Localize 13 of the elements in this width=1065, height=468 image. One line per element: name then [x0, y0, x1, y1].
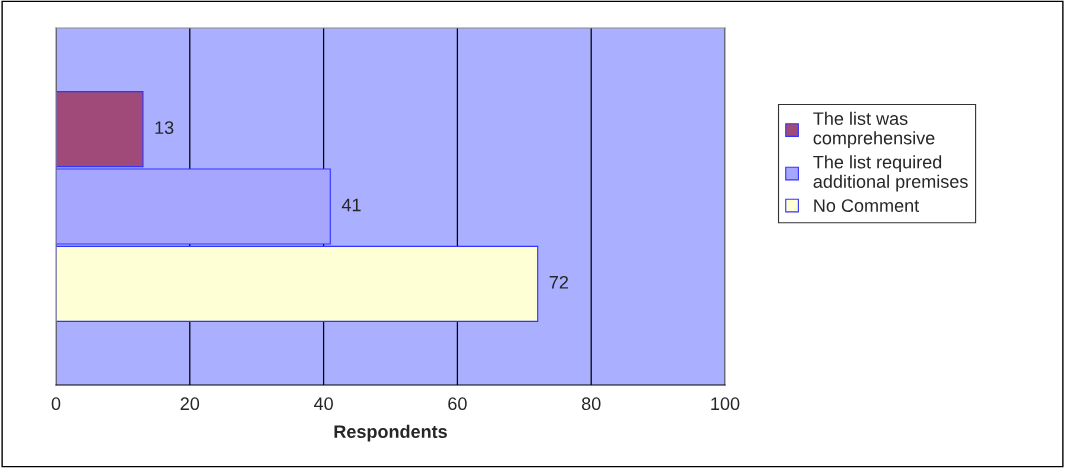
legend-label: The list required additional premises	[813, 155, 968, 192]
legend-label: No Comment	[814, 199, 920, 213]
x-axis-title: Respondents	[334, 424, 447, 442]
x-tick-label: 60	[448, 397, 467, 411]
x-tick-label: 0	[51, 397, 61, 411]
x-tick-label: 80	[581, 397, 601, 411]
data-label: 13	[155, 121, 174, 134]
x-tick-label: 40	[313, 397, 333, 411]
x-tick-label: 100	[711, 397, 740, 411]
legend-label: The list was comprehensive	[813, 111, 935, 149]
x-tick-label: 20	[180, 397, 200, 411]
data-label: 41	[341, 198, 361, 212]
data-label: 72	[549, 275, 568, 289]
